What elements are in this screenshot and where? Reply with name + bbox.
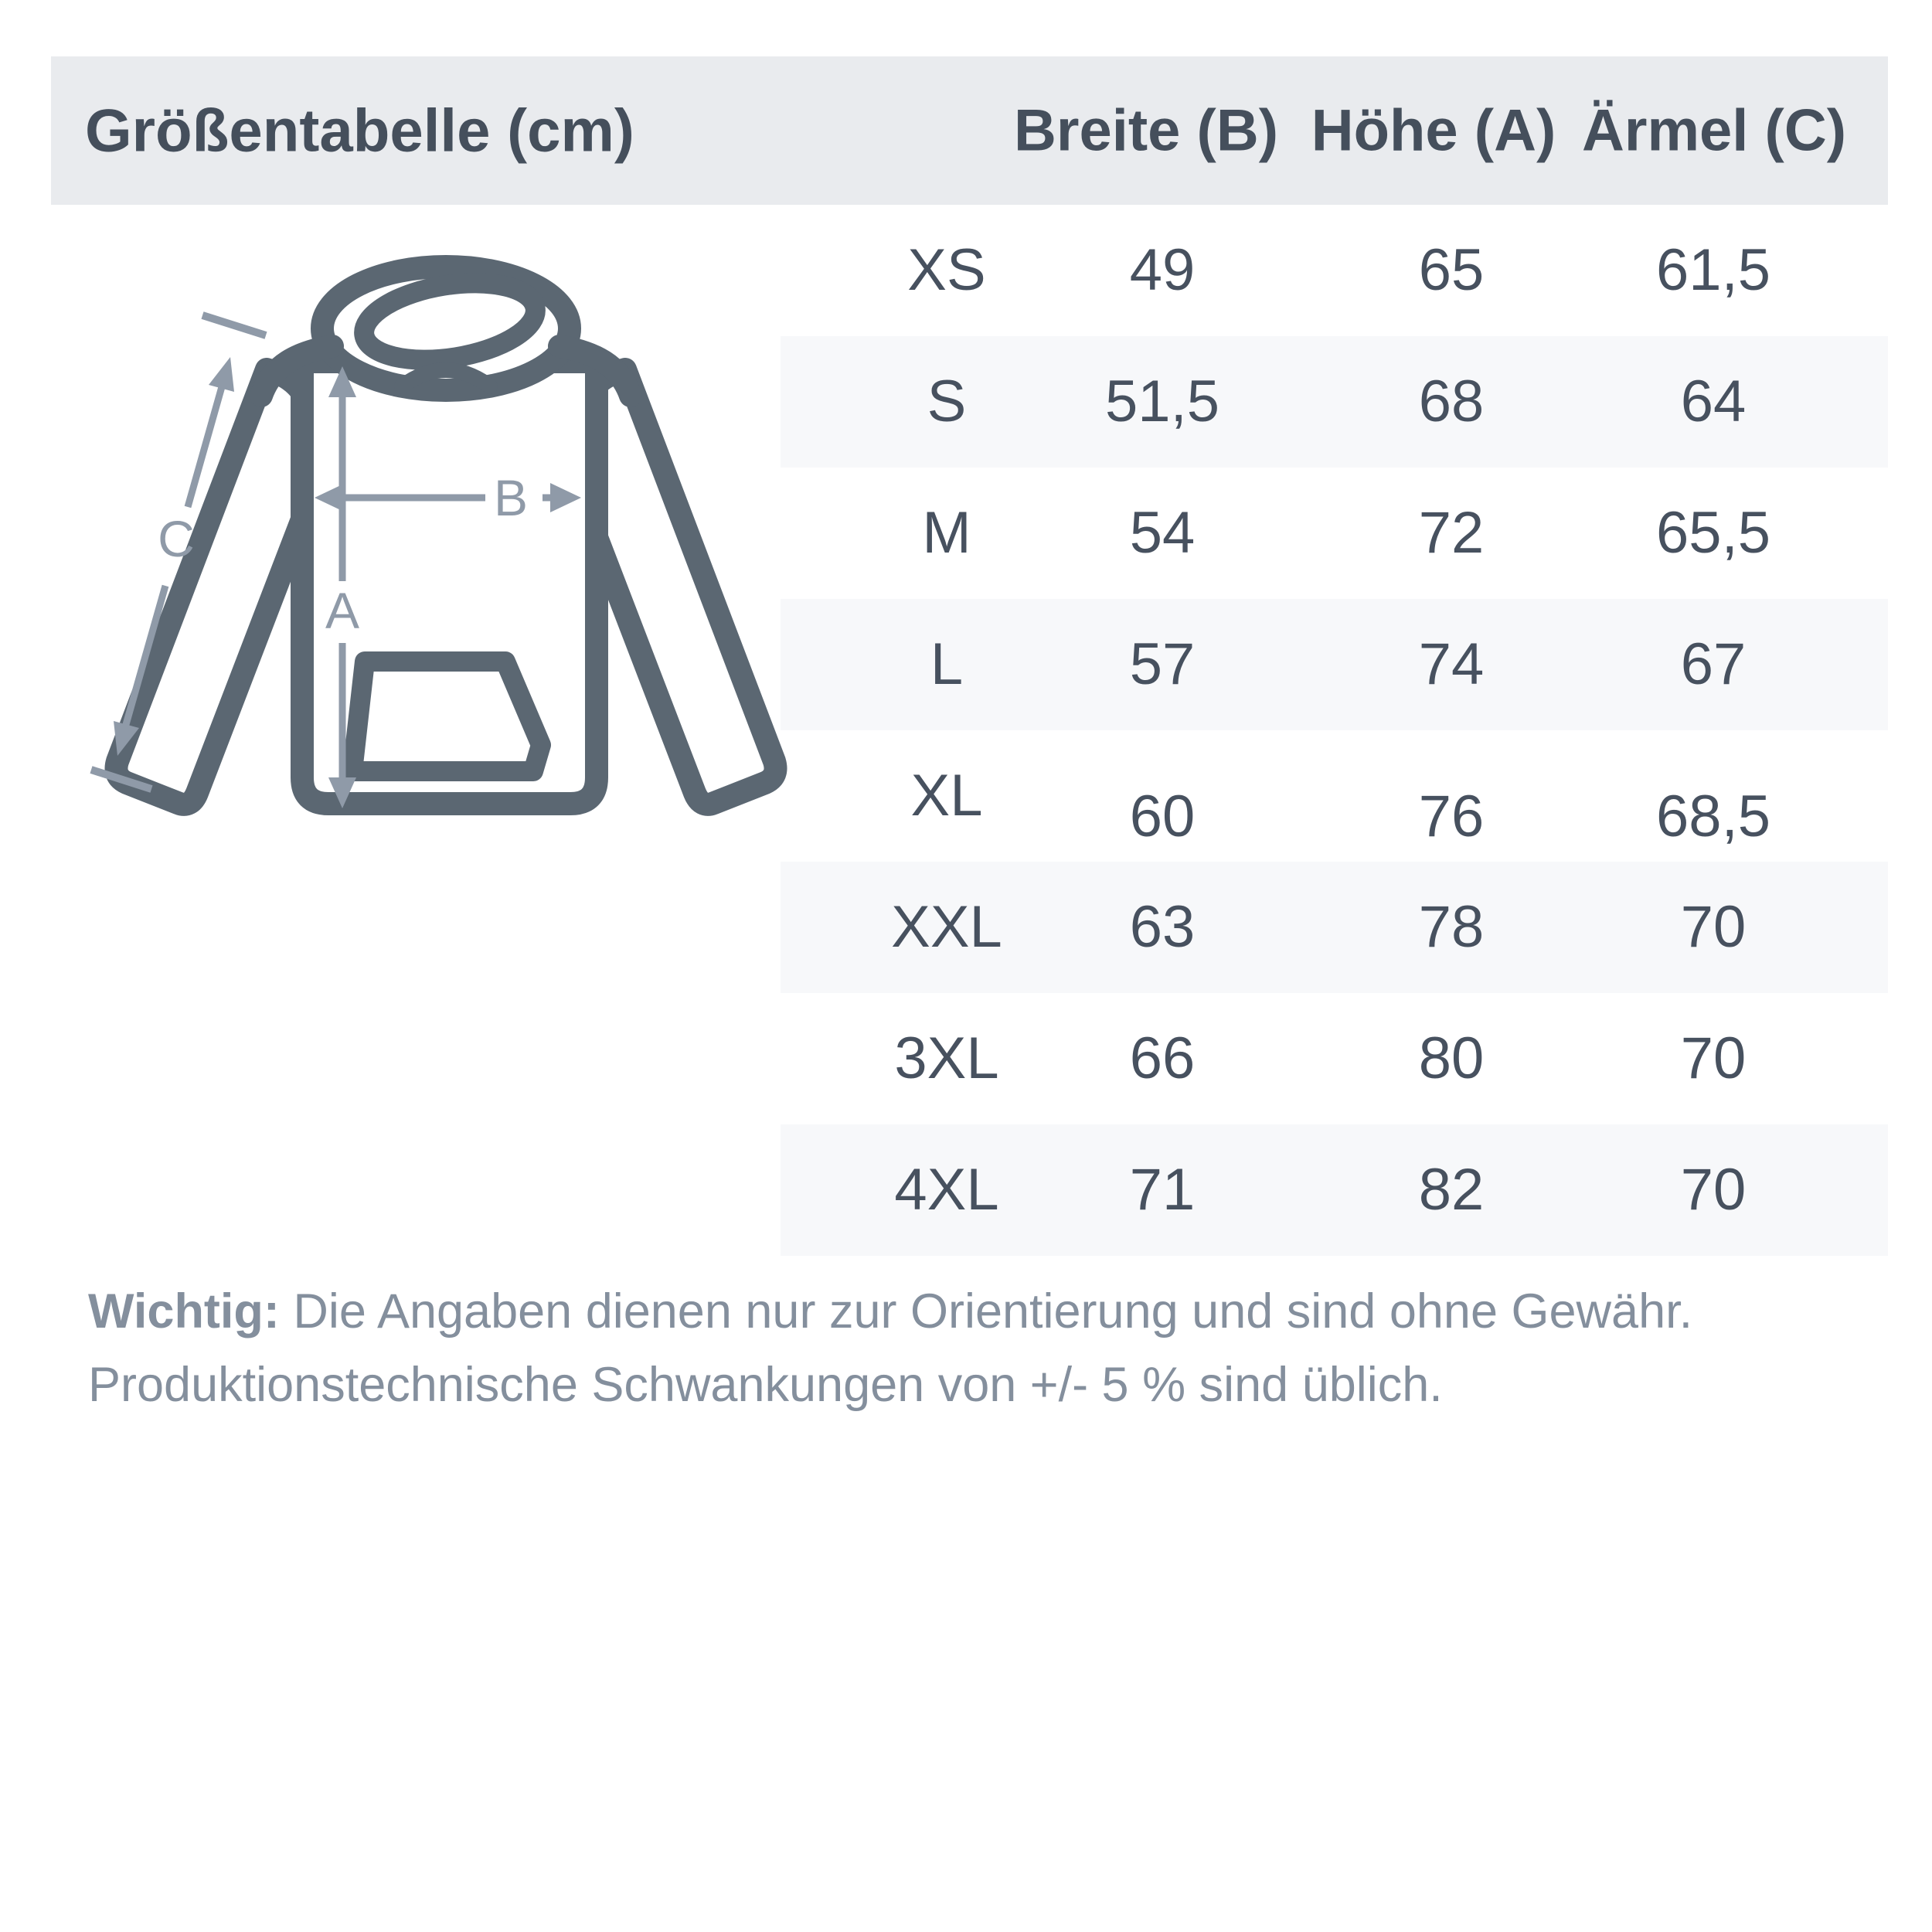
size-label: XXL <box>891 894 1002 960</box>
disclaimer-text-1: Die Angaben dienen nur zur Orientierung … <box>279 1284 1693 1338</box>
table-row-s: S 51,5 68 64 <box>781 336 1888 468</box>
breite-value: 49 <box>1129 237 1196 303</box>
disclaimer-line-1: Wichtig: Die Angaben dienen nur zur Orie… <box>88 1275 1866 1349</box>
size-label: S <box>927 369 967 434</box>
table-row-xl: XL 60 76 68,5 <box>781 730 1888 862</box>
aermel-value: 70 <box>1680 894 1747 960</box>
size-label: 3XL <box>894 1026 999 1091</box>
aermel-value: 70 <box>1680 1026 1747 1091</box>
size-chart-header: Größentabelle (cm) Breite (B) Höhe (A) Ä… <box>51 56 1888 205</box>
table-row-xs: XS 49 65 61,5 <box>781 205 1888 336</box>
sleeve-dimension-arrow <box>90 311 267 793</box>
column-header-breite: Breite (B) <box>1013 97 1279 164</box>
hoehe-value: 76 <box>1418 784 1485 849</box>
table-row-4xl: 4XL 71 82 70 <box>781 1124 1888 1256</box>
hoehe-value: 72 <box>1418 500 1485 566</box>
size-label: XS <box>907 237 986 303</box>
column-header-aermel: Ärmel (C) <box>1581 97 1847 164</box>
hoehe-value: 80 <box>1418 1026 1485 1091</box>
aermel-value: 67 <box>1680 631 1747 697</box>
hoehe-value: 68 <box>1418 369 1485 434</box>
disclaimer-note: Wichtig: Die Angaben dienen nur zur Orie… <box>88 1275 1866 1422</box>
aermel-value: 68,5 <box>1656 784 1770 849</box>
page-title: Größentabelle (cm) <box>85 96 634 165</box>
breite-value: 71 <box>1129 1157 1196 1223</box>
table-row-m: M 54 72 65,5 <box>781 468 1888 599</box>
aermel-value: 70 <box>1680 1157 1747 1223</box>
hoehe-value: 78 <box>1418 894 1485 960</box>
width-label: B <box>494 469 528 526</box>
hoehe-value: 74 <box>1418 631 1485 697</box>
disclaimer-lead: Wichtig: <box>88 1284 280 1338</box>
column-header-hoehe: Höhe (A) <box>1311 97 1556 164</box>
hoodie-right-sleeve <box>568 358 787 816</box>
breite-value: 51,5 <box>1105 369 1219 434</box>
breite-value: 66 <box>1129 1026 1196 1091</box>
sleeve-label: C <box>158 510 195 567</box>
hoodie-left-shoulder <box>250 335 344 407</box>
table-row-xxl: XXL 63 78 70 <box>781 862 1888 993</box>
width-dimension-arrow <box>315 483 581 512</box>
hood-notch <box>394 362 498 394</box>
table-row-l: L 57 74 67 <box>781 599 1888 730</box>
aermel-value: 65,5 <box>1656 500 1770 566</box>
hoodie-left-sleeve <box>104 358 324 816</box>
breite-value: 57 <box>1129 631 1196 697</box>
hoehe-value: 65 <box>1418 237 1485 303</box>
aermel-value: 64 <box>1680 369 1747 434</box>
hoodie-right-shoulder <box>548 335 642 407</box>
breite-value: 60 <box>1129 784 1196 849</box>
aermel-value: 61,5 <box>1656 237 1770 303</box>
height-label: A <box>325 582 359 639</box>
breite-value: 54 <box>1129 500 1196 566</box>
hoehe-value: 82 <box>1418 1157 1485 1223</box>
hoodie-pocket <box>342 651 551 781</box>
size-label: XL <box>910 763 983 828</box>
breite-value: 63 <box>1129 894 1196 960</box>
hoodie-measurement-diagram: A B C <box>90 255 787 816</box>
size-label: L <box>930 631 964 697</box>
table-row-3xl: 3XL 66 80 70 <box>781 993 1888 1124</box>
size-label: 4XL <box>894 1157 999 1223</box>
disclaimer-line-2: Produktionstechnische Schwankungen von +… <box>88 1358 1443 1412</box>
hood-inner-ring <box>354 273 546 370</box>
size-label: M <box>922 500 971 566</box>
